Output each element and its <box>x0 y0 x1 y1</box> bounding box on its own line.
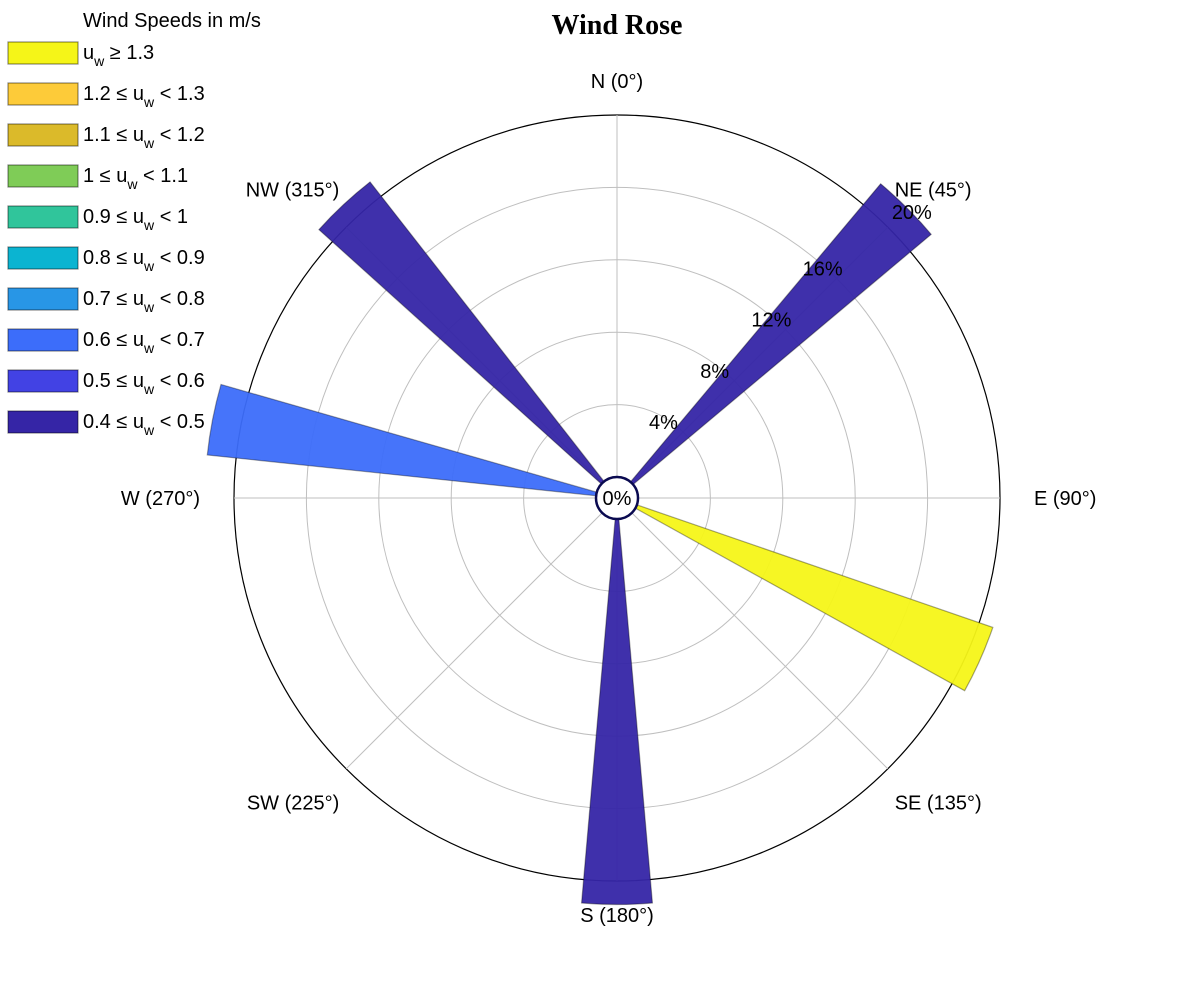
direction-label: NE (45°) <box>895 179 972 201</box>
direction-label: SW (225°) <box>247 793 339 815</box>
direction-labels: N (0°) NE (45°) E (90°) SE (135°) S (180°) SW… <box>121 71 1097 927</box>
grid-spoke <box>345 512 603 770</box>
ring-tick-label: 16% <box>803 258 843 280</box>
legend-swatch <box>7 246 79 270</box>
wedge <box>629 182 933 486</box>
legend-label: uw ≥ 1.3 <box>83 42 154 69</box>
legend-swatch <box>7 328 79 352</box>
wedges <box>206 181 994 906</box>
legend-label: 1.2 ≤ uw < 1.3 <box>83 83 205 110</box>
legend-label: 0.8 ≤ uw < 0.9 <box>83 247 205 274</box>
center-hub: 0% <box>594 475 640 521</box>
wedge <box>634 504 994 692</box>
legend-swatch <box>7 41 79 65</box>
direction-label: SE (135°) <box>895 793 982 815</box>
legend: Wind Speeds in m/s uw ≥ 1.3 1.2 ≤ uw < 1.… <box>7 10 261 438</box>
legend-label: 1 ≤ uw < 1.1 <box>83 165 188 192</box>
ring-labels: 4% 8% 12% 16% 20% <box>649 202 932 434</box>
legend-swatch <box>7 410 79 434</box>
ring-tick-label: 4% <box>649 412 678 434</box>
ring-tick-label: 8% <box>700 361 729 383</box>
legend-label: 0.5 ≤ uw < 0.6 <box>83 370 205 397</box>
ring-tick-label: 12% <box>751 310 791 332</box>
legend-swatch <box>7 82 79 106</box>
center-label: 0% <box>603 488 632 510</box>
center-circle <box>594 475 640 521</box>
direction-label: N (0°) <box>591 71 643 93</box>
legend-title: Wind Speeds in m/s <box>83 10 261 32</box>
legend-swatch <box>7 369 79 393</box>
legend-swatch <box>7 123 79 147</box>
chart-title: Wind Rose <box>552 10 683 41</box>
legend-label: 0.9 ≤ uw < 1 <box>83 206 188 233</box>
legend-swatch <box>7 164 79 188</box>
wedge <box>580 518 654 906</box>
legend-label: 0.7 ≤ uw < 0.8 <box>83 288 205 315</box>
direction-label: W (270°) <box>121 488 200 510</box>
direction-label: S (180°) <box>580 905 654 927</box>
legend-label: 0.4 ≤ uw < 0.5 <box>83 411 205 438</box>
legend-label: 1.1 ≤ uw < 1.2 <box>83 124 205 151</box>
legend-swatch <box>7 205 79 229</box>
ring-tick-label: 20% <box>892 202 932 224</box>
direction-label: E (90°) <box>1034 488 1096 510</box>
grid-spoke <box>631 512 889 770</box>
legend-label: 0.6 ≤ uw < 0.7 <box>83 329 205 356</box>
direction-label: NW (315°) <box>246 179 340 201</box>
legend-swatch <box>7 287 79 311</box>
